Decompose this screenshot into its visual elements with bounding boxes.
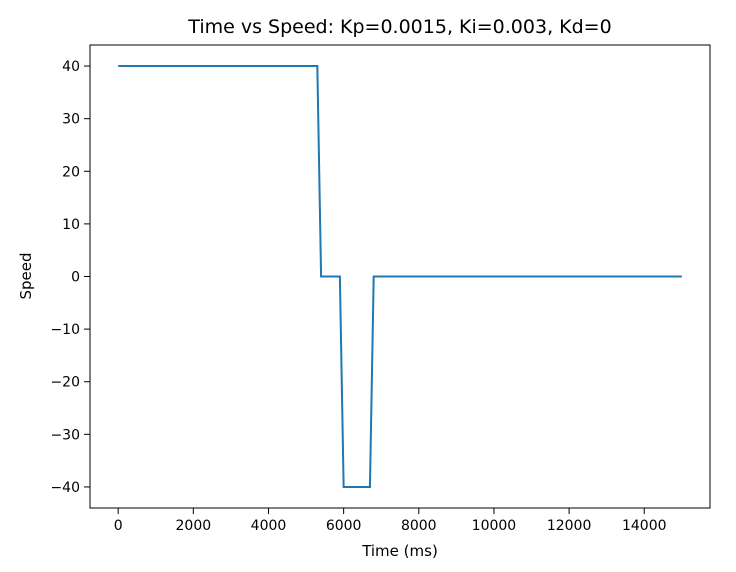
y-tick-label: 40 bbox=[62, 59, 80, 75]
x-tick-label: 12000 bbox=[547, 518, 592, 534]
y-tick-label: 10 bbox=[62, 217, 80, 233]
x-tick-label: 8000 bbox=[401, 518, 437, 534]
y-tick-label: −40 bbox=[50, 480, 80, 496]
x-tick-label: 0 bbox=[114, 518, 123, 534]
y-tick-label: −10 bbox=[50, 322, 80, 338]
x-tick-label: 10000 bbox=[472, 518, 517, 534]
y-tick-label: −20 bbox=[50, 375, 80, 391]
y-tick-label: −30 bbox=[50, 427, 80, 443]
y-tick-label: 30 bbox=[62, 112, 80, 128]
chart-title: Time vs Speed: Kp=0.0015, Ki=0.003, Kd=0 bbox=[187, 16, 611, 38]
y-axis: 40 30 20 10 0 −10 −20 −30 −40 bbox=[50, 59, 90, 496]
series-line bbox=[118, 65, 682, 488]
x-axis: 0 2000 4000 6000 8000 10000 12000 14000 bbox=[114, 508, 667, 534]
x-tick-label: 4000 bbox=[251, 518, 287, 534]
x-tick-label: 2000 bbox=[176, 518, 212, 534]
y-tick-label: 20 bbox=[62, 164, 80, 180]
y-tick-label: 0 bbox=[71, 270, 80, 286]
x-tick-label: 6000 bbox=[326, 518, 362, 534]
series-layer bbox=[118, 65, 682, 488]
x-tick-label: 14000 bbox=[622, 518, 667, 534]
x-axis-label: Time (ms) bbox=[361, 542, 438, 560]
y-axis-label: Speed bbox=[17, 252, 35, 299]
